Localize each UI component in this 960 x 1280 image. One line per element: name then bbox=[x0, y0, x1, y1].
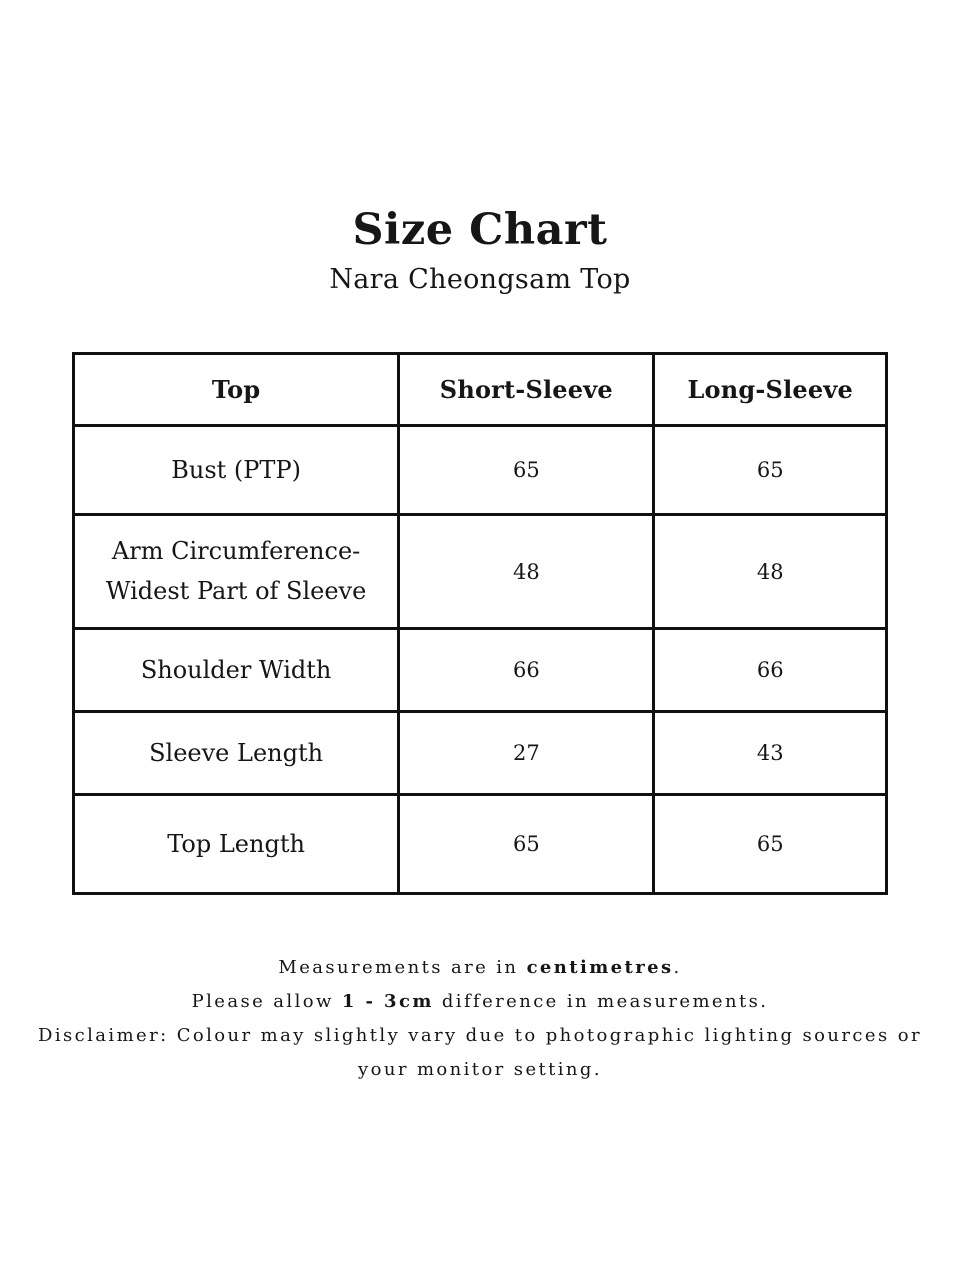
footer-notes: Measurements are in centimetres. Please … bbox=[27, 951, 933, 1087]
cell-short-sleeve-value: 66 bbox=[397, 627, 656, 714]
cell-long-sleeve-value: 66 bbox=[652, 627, 888, 714]
row-label: Shoulder Width bbox=[71, 627, 401, 714]
note-units-pre: Measurements are in bbox=[278, 957, 527, 979]
size-chart-table: Top Short-Sleeve Long-Sleeve Bust (PTP) … bbox=[71, 352, 888, 896]
table-header-row: Top Short-Sleeve Long-Sleeve bbox=[71, 352, 888, 428]
cell-long-sleeve-value: 65 bbox=[652, 793, 888, 896]
note-units-post: . bbox=[673, 957, 682, 979]
table-row: Shoulder Width 66 66 bbox=[71, 627, 888, 714]
cell-short-sleeve-value: 65 bbox=[397, 793, 656, 896]
table-row: Sleeve Length 27 43 bbox=[71, 710, 888, 797]
row-label: Arm Circumference- Widest Part of Sleeve bbox=[71, 513, 401, 631]
note-tolerance: Please allow 1 - 3cm difference in measu… bbox=[27, 985, 933, 1019]
note-units-bold: centimetres bbox=[526, 957, 674, 979]
row-label: Top Length bbox=[71, 793, 401, 896]
table-row: Arm Circumference- Widest Part of Sleeve… bbox=[71, 513, 888, 631]
header-cell-short-sleeve: Short-Sleeve bbox=[397, 352, 656, 428]
cell-short-sleeve-value: 48 bbox=[397, 513, 656, 631]
page-title: Size Chart bbox=[352, 205, 608, 255]
page-subtitle: Nara Cheongsam Top bbox=[329, 264, 631, 296]
cell-short-sleeve-value: 27 bbox=[397, 710, 656, 797]
note-disclaimer: Disclaimer: Colour may slightly vary due… bbox=[38, 1025, 922, 1081]
table-row: Bust (PTP) 65 65 bbox=[71, 424, 888, 517]
header-cell-long-sleeve: Long-Sleeve bbox=[652, 352, 888, 428]
row-label: Bust (PTP) bbox=[71, 424, 401, 517]
note-tolerance-pre: Please allow bbox=[191, 991, 342, 1013]
note-tolerance-post: difference in measurements. bbox=[433, 991, 769, 1013]
cell-long-sleeve-value: 48 bbox=[652, 513, 888, 631]
row-label: Sleeve Length bbox=[71, 710, 401, 797]
note-tolerance-bold: 1 - 3cm bbox=[341, 991, 434, 1013]
cell-long-sleeve-value: 43 bbox=[652, 710, 888, 797]
table-row: Top Length 65 65 bbox=[71, 793, 888, 896]
note-units: Measurements are in centimetres. bbox=[27, 951, 933, 985]
cell-long-sleeve-value: 65 bbox=[652, 424, 888, 517]
cell-short-sleeve-value: 65 bbox=[397, 424, 656, 517]
header-cell-top: Top bbox=[71, 352, 401, 428]
